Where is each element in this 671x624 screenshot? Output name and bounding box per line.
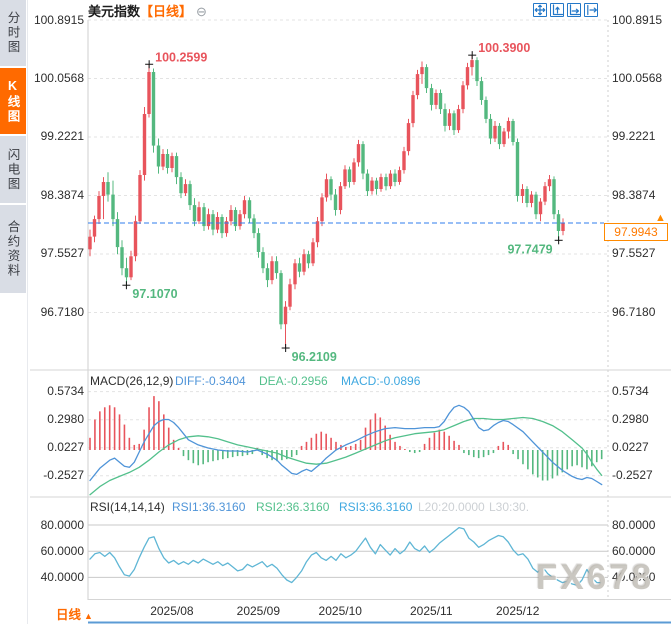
current-price-arrow-icon: ▲ [655,212,666,224]
x-axis-label: 2025/09 [236,604,281,618]
period-label: 日线 [56,608,82,622]
sidebar-tab-contract-info[interactable]: 合约资料 [0,205,26,293]
x-axis-label: 2025/10 [318,604,362,618]
main-y-axis-label-right: 98.3874 [612,187,656,202]
macd-y-axis-label-left: 0.5734 [47,384,84,399]
move-icon[interactable] [533,3,547,17]
price-annotation: 100.3900 [478,41,530,55]
main-y-axis-label-left: 98.3874 [40,187,84,202]
main-y-axis-label-left: 100.0568 [33,70,84,85]
main-y-axis-label-right: 100.0568 [612,70,663,85]
rsi2-value: RSI2:36.3160 [256,500,330,514]
rsi-y-axis-label-right: 60.0000 [612,543,656,558]
rsi1-value: RSI1:36.3160 [172,500,246,514]
rsi-y-axis-label-right: 40.0000 [612,569,656,584]
main-y-axis-label-left: 96.7180 [40,304,84,319]
macd-value: MACD:-0.0896 [341,374,421,388]
main-y-axis-label-left: 100.8915 [33,12,84,27]
rsi-line [89,526,603,586]
main-y-axis-label-right: 99.2221 [612,129,656,144]
chart-toolbar [533,3,598,17]
x-axis-label: 2025/08 [150,604,194,618]
up-arrow-icon: ▲ [84,611,93,621]
latest-icon[interactable] [584,3,598,17]
price-annotation: 97.7479 [507,242,552,256]
rsi-l20-label: L20:20.0000 [418,500,485,514]
sidebar-tab-candle-chart[interactable]: K线图 [0,68,26,134]
rsi-y-axis-label-right: 80.0000 [612,517,656,532]
symbol-name: 美元指数 [88,4,141,19]
rsi-y-axis-label-left: 40.0000 [40,569,84,584]
price-annotation: 100.2599 [155,50,207,64]
collapse-icon[interactable]: ⊖ [196,4,207,19]
macd-diff-value: DIFF:-0.3404 [175,374,246,388]
main-y-axis-label-left: 99.2221 [40,129,84,144]
chart-title: 美元指数【日线】 ⊖ [88,1,207,20]
macd-y-axis-label-right: 0.2980 [612,412,649,427]
price-annotation: 97.1070 [132,287,177,301]
x-axis-label: 2025/11 [410,604,453,618]
y-axis-scale-icon[interactable] [550,3,564,17]
rsi-y-axis-label-left: 80.0000 [40,517,84,532]
sidebar-tab-flash-chart[interactable]: 闪电图 [0,136,26,203]
macd-dea-value: DEA:-0.2956 [259,374,328,388]
macd-y-axis-label-right: 0.5734 [612,384,649,399]
period-tag: 【日线】 [140,4,193,19]
price-annotation: 96.2109 [292,350,337,364]
macd-y-axis-label-left: 0.2980 [47,412,84,427]
period-selector[interactable]: 日线 ▲ [56,604,93,623]
macd-y-axis-label-right: -0.2527 [612,468,653,483]
macd-y-axis-label-left: -0.2527 [43,468,84,483]
main-y-axis-label-right: 97.5527 [612,246,656,261]
candlestick-series [88,55,565,349]
rsi-params-label: RSI(14,14,14) [90,500,165,514]
x-axis-label: 2025/12 [495,604,540,618]
current-price-tag: 97.9943 [604,223,668,241]
macd-y-axis-label-right: 0.0227 [612,440,649,455]
rsi-l30-label: L30:30. [489,500,530,514]
x-axis-scale-icon[interactable] [567,3,581,17]
main-y-axis-label-right: 96.7180 [612,304,656,319]
rsi-y-axis-label-left: 60.0000 [40,543,84,558]
main-y-axis-label-left: 97.5527 [40,246,84,261]
macd-params-label: MACD(26,12,9) [90,374,174,388]
rsi3-value: RSI3:36.3160 [339,500,413,514]
macd-y-axis-label-left: 0.0227 [47,440,84,455]
sidebar-tab-time-chart[interactable]: 分时图 [0,0,26,66]
main-y-axis-label-right: 100.8915 [612,12,663,27]
current-price-value: 97.9943 [614,225,658,239]
sidebar: 分时图 K线图 闪电图 合约资料 [0,0,28,624]
